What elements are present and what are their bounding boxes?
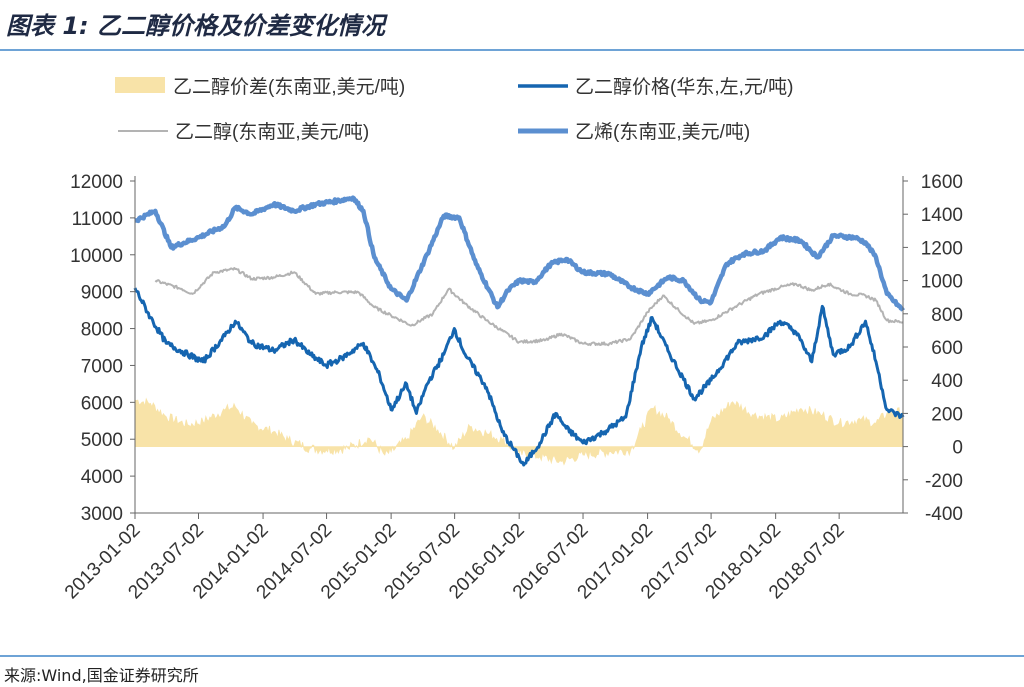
right-tick-label: 0	[952, 438, 963, 459]
right-tick-label: 200	[931, 404, 963, 425]
source-rule	[0, 655, 1024, 657]
left-tick-label: 8000	[81, 320, 123, 341]
legend-label-spread: 乙二醇价差(东南亚,美元/吨)	[173, 76, 405, 98]
right-tick-label: -200	[925, 471, 963, 492]
legend-label-ethylene_sea: 乙烯(东南亚,美元/吨)	[575, 121, 750, 143]
chart: 乙二醇价差(东南亚,美元/吨) 乙二醇价格(华东,左,元/吨) 乙二醇(东南亚,美元…	[61, 76, 963, 603]
series-line-ethylene_sea	[133, 195, 905, 312]
legend-label-meg_sea: 乙二醇(东南亚,美元/吨)	[175, 121, 369, 143]
right-tick-label: 800	[931, 305, 963, 326]
line-series-group	[133, 195, 905, 467]
left-tick-label: 6000	[81, 393, 123, 414]
series-line-meg_sea	[154, 267, 904, 347]
series-line-price_east_china	[133, 287, 905, 467]
right-tick-label: 600	[931, 338, 963, 359]
right-tick-label: 1000	[921, 272, 963, 293]
title-rule	[0, 49, 1024, 51]
legend: 乙二醇价差(东南亚,美元/吨) 乙二醇价格(华东,左,元/吨) 乙二醇(东南亚,美元…	[115, 76, 794, 143]
right-tick-label: -400	[925, 504, 963, 525]
left-tick-label: 5000	[81, 430, 123, 451]
left-tick-label: 4000	[81, 467, 123, 488]
left-tick-label: 11000	[72, 209, 123, 230]
legend-swatch-spread	[115, 77, 165, 93]
left-tick-label: 10000	[70, 246, 123, 267]
left-tick-label: 7000	[81, 356, 123, 377]
spread-area-series	[134, 397, 904, 466]
left-tick-label: 12000	[70, 172, 123, 193]
right-tick-label: 400	[931, 371, 963, 392]
right-tick-label: 1600	[921, 172, 963, 193]
source-note: 来源:Wind,国金证券研究所	[4, 666, 199, 685]
right-tick-label: 1400	[921, 205, 963, 226]
right-tick-label: 1200	[921, 238, 963, 259]
left-tick-label: 3000	[81, 504, 123, 525]
left-tick-label: 9000	[81, 283, 123, 304]
figure-title: 图表 1: 乙二醇价格及价差变化情况	[6, 12, 386, 40]
legend-label-price_east_china: 乙二醇价格(华东,左,元/吨)	[575, 76, 794, 98]
